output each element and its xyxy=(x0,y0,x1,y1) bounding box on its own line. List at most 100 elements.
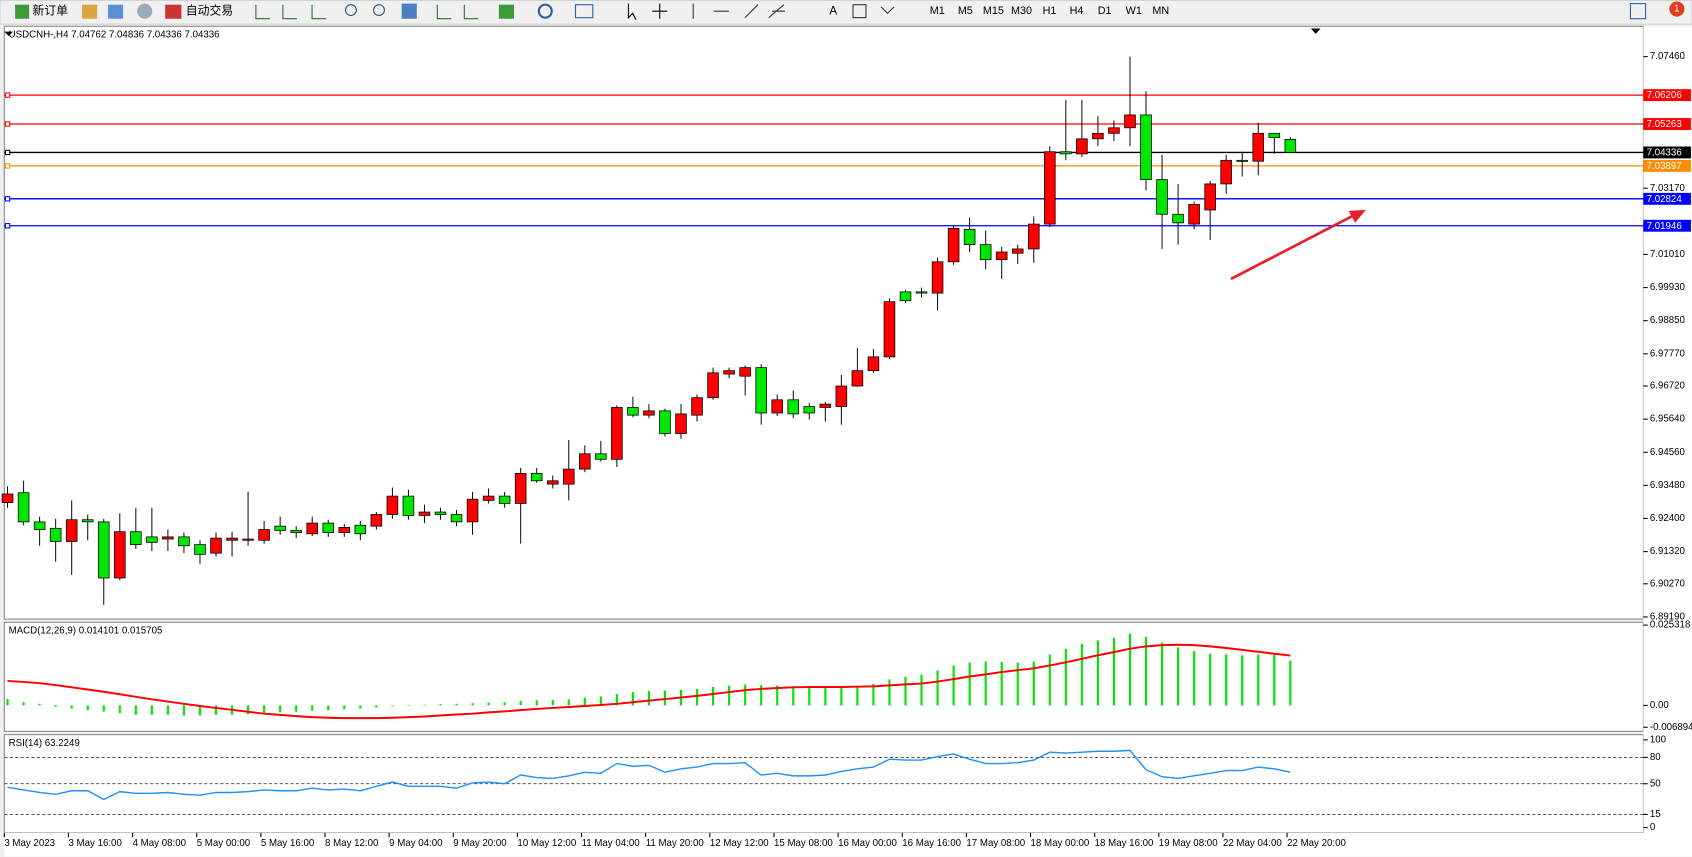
tile-icon[interactable] xyxy=(401,3,417,19)
macd-bar xyxy=(1064,648,1067,706)
macd-bar xyxy=(263,705,266,714)
candle-body xyxy=(226,537,238,541)
macd-bar xyxy=(343,705,346,710)
toolbar-icon[interactable] xyxy=(107,4,124,19)
toolbar: 新订单 自动交易 A 1 M1 M5 M15 M30 H1 H4 D1 W1 MN xyxy=(0,0,1692,25)
timeframe-button[interactable]: W1 xyxy=(1126,5,1142,17)
timeframe-button[interactable]: H4 xyxy=(1070,5,1084,17)
candle-body xyxy=(883,301,896,358)
level-label: 7.06206 xyxy=(1647,90,1682,101)
timeframe-button[interactable]: M15 xyxy=(983,5,1004,17)
level-handle xyxy=(4,149,11,156)
x-tick-label: 16 May 16:00 xyxy=(902,838,961,849)
x-tick-label: 10 May 12:00 xyxy=(517,838,576,849)
macd-bar xyxy=(712,686,715,706)
macd-bar xyxy=(904,676,907,706)
x-tick-label: 22 May 20:00 xyxy=(1287,838,1346,849)
macd-bar xyxy=(295,705,298,712)
macd-bar xyxy=(407,705,410,706)
channel-tool[interactable] xyxy=(768,4,785,19)
notification-badge[interactable] xyxy=(1669,1,1685,17)
candle-body xyxy=(530,473,543,482)
timeframe-button[interactable]: MN xyxy=(1152,5,1169,17)
candle-body xyxy=(803,406,816,414)
macd-bar xyxy=(70,705,73,709)
macd-bar xyxy=(503,702,506,706)
candle-body xyxy=(178,536,190,547)
level-label-box xyxy=(1643,219,1691,232)
macd-bar xyxy=(150,705,153,715)
new-order-icon[interactable] xyxy=(15,4,30,19)
candle-body xyxy=(162,536,174,540)
text-tool[interactable]: A xyxy=(829,3,837,17)
x-tick-label: 11 May 20:00 xyxy=(646,838,705,849)
candle-body xyxy=(1188,204,1200,225)
macd-signal xyxy=(7,643,1291,720)
candle-body xyxy=(210,537,222,554)
y-tick-label: 6.94560 xyxy=(1650,447,1686,458)
notification-count[interactable]: 1 xyxy=(1674,4,1679,15)
y-tick-label: 0 xyxy=(1650,822,1656,833)
templates-icon[interactable] xyxy=(574,4,594,19)
timeframe-button[interactable]: M30 xyxy=(1011,5,1032,17)
candle-body xyxy=(274,525,286,531)
annotation-arrow xyxy=(1230,209,1366,281)
candle-body xyxy=(787,399,800,415)
periods-icon[interactable] xyxy=(537,3,553,19)
header-marker xyxy=(4,31,13,37)
level-handle xyxy=(4,163,11,169)
chart-type-icons[interactable] xyxy=(255,4,327,20)
arrows-tool[interactable] xyxy=(880,6,895,15)
candle-body xyxy=(370,514,383,527)
crosshair-icon[interactable] xyxy=(652,3,668,19)
macd-bar xyxy=(391,705,394,707)
macd-bar xyxy=(840,686,843,706)
level-handle xyxy=(4,196,11,202)
candle-body xyxy=(1172,213,1184,224)
candle-body xyxy=(1076,138,1088,155)
timeframe-button[interactable]: M1 xyxy=(930,5,945,17)
candle-body xyxy=(258,529,270,541)
candle-body xyxy=(1156,179,1168,215)
toolbar-icon[interactable] xyxy=(82,4,98,19)
new-order-button[interactable]: 新订单 xyxy=(32,3,68,17)
main-panel xyxy=(3,25,1644,620)
y-tick-label: 6.95640 xyxy=(1650,414,1686,425)
candle-body xyxy=(17,492,30,523)
arrow-head xyxy=(1348,209,1366,223)
indicators-icon[interactable] xyxy=(498,4,514,19)
macd-bar xyxy=(1257,654,1260,706)
line-tools[interactable] xyxy=(692,3,759,19)
candle-body xyxy=(1268,132,1281,138)
scroll-icons[interactable] xyxy=(436,4,479,20)
candle-body xyxy=(1252,132,1265,162)
macd-bar xyxy=(1048,654,1051,706)
label-tool[interactable] xyxy=(852,4,867,19)
cursor-icon[interactable] xyxy=(627,3,637,21)
macd-bar xyxy=(567,699,570,706)
x-tick-label: 4 May 08:00 xyxy=(133,838,187,849)
candle-body xyxy=(450,514,463,523)
timeframe-button[interactable]: M5 xyxy=(958,5,973,17)
macd-bar xyxy=(1177,647,1180,706)
y-tick-label: 7.01010 xyxy=(1650,249,1686,260)
macd-panel xyxy=(3,621,1644,732)
candle-body xyxy=(1140,114,1152,180)
x-tick-label: 17 May 08:00 xyxy=(966,838,1025,849)
macd-bar xyxy=(583,697,586,706)
timeframe-button[interactable]: D1 xyxy=(1098,5,1112,17)
x-tick-label: 9 May 04:00 xyxy=(389,838,443,849)
candle-body xyxy=(290,530,302,533)
toolbar-icon[interactable] xyxy=(137,3,153,19)
zoom-in-icon[interactable] xyxy=(344,4,357,17)
auto-trading-icon[interactable] xyxy=(165,4,182,19)
zoom-out-icon[interactable] xyxy=(373,4,385,17)
macd-bar xyxy=(423,704,426,706)
candle-body xyxy=(595,453,607,460)
auto-trading-button[interactable]: 自动交易 xyxy=(186,3,233,17)
candle-body xyxy=(33,521,46,530)
search-icon[interactable] xyxy=(1629,3,1647,20)
timeframe-button[interactable]: H1 xyxy=(1043,5,1057,17)
candle-body xyxy=(1220,159,1232,185)
